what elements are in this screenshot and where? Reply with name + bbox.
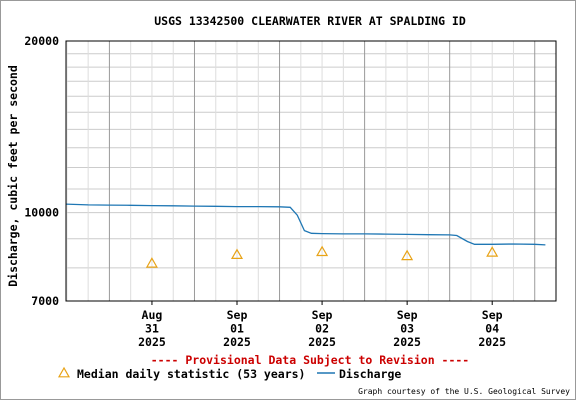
provisional-notice: ---- Provisional Data Subject to Revisio… [151,353,470,367]
y-tick-label: 20000 [24,34,59,48]
x-tick-label: Sep [227,308,248,322]
x-tick-label: 2025 [223,335,251,349]
y-tick-label: 7000 [31,294,59,308]
x-tick-label: 04 [485,322,499,336]
x-tick-label: Sep [312,308,333,322]
x-tick-label: Sep [482,308,503,322]
grid [66,40,557,302]
x-tick-label: 2025 [393,335,421,349]
x-tick-label: Sep [397,308,418,322]
x-tick-labels: Aug312025Sep012025Sep022025Sep032025Sep0… [138,301,506,349]
median-marker [230,248,244,259]
legend-label-discharge: Discharge [339,367,401,381]
x-tick-label: 2025 [478,335,506,349]
y-axis-label: Discharge, cubic feet per second [6,65,20,287]
x-tick-label: 2025 [308,335,336,349]
legend-label-median: Median daily statistic (53 years) [77,367,305,381]
plot-border [65,40,557,302]
x-tick-label: 2025 [138,335,166,349]
x-tick-label: 31 [145,322,159,336]
x-tick-label: 02 [315,322,329,336]
legend-triangle-icon [57,366,71,378]
x-tick-label: 03 [400,322,414,336]
median-marker [316,245,329,257]
chart-title: USGS 13342500 CLEARWATER RIVER AT SPALDI… [154,14,466,28]
median-marker [486,246,499,257]
discharge-line [65,203,546,246]
series-layer [65,203,546,268]
x-tick-label: Aug [142,308,163,322]
median-marker [145,257,158,268]
y-tick-label: 10000 [24,206,59,220]
graph-credit: Graph courtesy of the U.S. Geological Su… [358,387,570,396]
x-tick-label: 01 [230,322,244,336]
legend: Median daily statistic (53 years) Dischar… [57,366,401,381]
median-marker [401,249,414,261]
y-tick-labels: 7000 10000 20000 [24,34,59,308]
